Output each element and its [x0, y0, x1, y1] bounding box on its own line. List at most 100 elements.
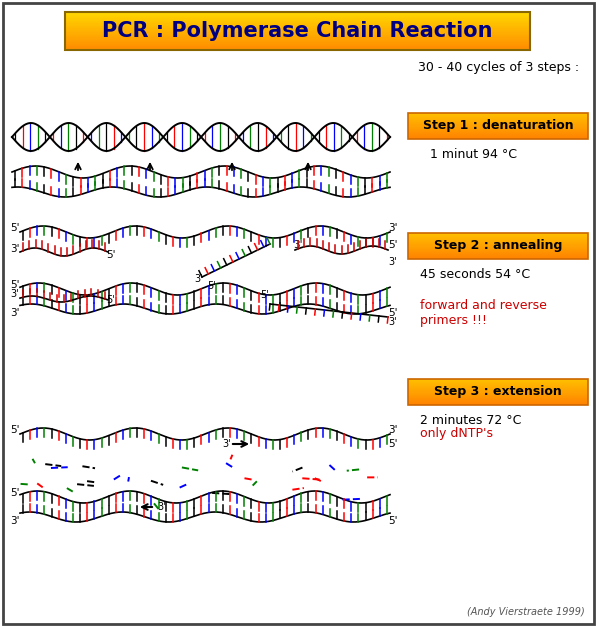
Bar: [65, 36, 530, 38]
Bar: [408, 130, 588, 132]
Text: PCR : Polymerase Chain Reaction: PCR : Polymerase Chain Reaction: [102, 21, 493, 41]
Text: 1 minut 94 °C: 1 minut 94 °C: [430, 149, 517, 162]
Bar: [408, 246, 588, 248]
Text: 3': 3': [293, 240, 303, 250]
Bar: [408, 233, 588, 234]
Bar: [408, 398, 588, 399]
Bar: [408, 258, 588, 259]
Bar: [408, 253, 588, 254]
Bar: [408, 379, 588, 380]
Text: 3': 3': [194, 274, 202, 284]
Text: 5': 5': [10, 425, 20, 435]
Text: Step 3 : extension: Step 3 : extension: [434, 386, 562, 399]
Bar: [408, 233, 588, 259]
Bar: [65, 35, 530, 36]
Bar: [408, 120, 588, 121]
Bar: [65, 43, 530, 44]
Bar: [408, 255, 588, 256]
Bar: [65, 48, 530, 49]
Bar: [408, 114, 588, 115]
Text: 5': 5': [106, 250, 115, 260]
Text: 30 - 40 cycles of 3 steps :: 30 - 40 cycles of 3 steps :: [418, 61, 579, 75]
Bar: [408, 399, 588, 400]
Bar: [408, 125, 588, 127]
Bar: [65, 33, 530, 35]
Bar: [65, 41, 530, 43]
Bar: [65, 38, 530, 39]
Bar: [408, 379, 588, 405]
Bar: [408, 250, 588, 251]
Bar: [408, 138, 588, 139]
Bar: [408, 117, 588, 119]
Bar: [408, 251, 588, 253]
Text: 45 seconds 54 °C: 45 seconds 54 °C: [420, 268, 530, 282]
Bar: [408, 127, 588, 129]
Bar: [408, 113, 588, 114]
Text: 3': 3': [388, 223, 398, 233]
Bar: [408, 386, 588, 387]
Bar: [408, 391, 588, 393]
Bar: [408, 134, 588, 135]
Text: 2 minutes 72 °C: 2 minutes 72 °C: [420, 413, 521, 426]
Bar: [408, 397, 588, 398]
Bar: [408, 381, 588, 382]
Bar: [65, 21, 530, 22]
Text: (Andy Vierstraete 1999): (Andy Vierstraete 1999): [467, 607, 585, 617]
Bar: [408, 245, 588, 246]
Bar: [408, 385, 588, 386]
Bar: [408, 116, 588, 117]
Bar: [65, 17, 530, 18]
Text: Step 1 : denaturation: Step 1 : denaturation: [423, 120, 573, 132]
Bar: [408, 122, 588, 124]
Bar: [408, 403, 588, 404]
Bar: [408, 380, 588, 381]
Bar: [408, 254, 588, 255]
Bar: [408, 388, 588, 389]
Bar: [408, 402, 588, 403]
Bar: [65, 49, 530, 50]
Bar: [408, 135, 588, 136]
Text: 5': 5': [388, 516, 398, 526]
Bar: [65, 16, 530, 17]
Bar: [408, 401, 588, 402]
Bar: [408, 235, 588, 236]
Bar: [408, 238, 588, 240]
Text: 5': 5': [388, 439, 398, 449]
Text: 3': 3': [10, 516, 20, 526]
Bar: [408, 382, 588, 383]
Bar: [408, 124, 588, 125]
Bar: [408, 129, 588, 130]
Bar: [408, 121, 588, 122]
Bar: [408, 241, 588, 243]
Text: 5': 5': [10, 488, 20, 498]
Bar: [408, 383, 588, 384]
Bar: [65, 23, 530, 24]
Bar: [408, 384, 588, 385]
Bar: [65, 29, 530, 31]
Text: 5': 5': [10, 280, 20, 290]
Text: 3': 3': [222, 439, 230, 449]
Bar: [408, 404, 588, 405]
Bar: [408, 113, 588, 139]
Bar: [65, 12, 530, 50]
Text: 5': 5': [10, 223, 20, 233]
Text: 5': 5': [388, 308, 398, 318]
Bar: [408, 248, 588, 250]
Bar: [408, 137, 588, 138]
Bar: [65, 40, 530, 41]
Bar: [65, 18, 530, 19]
Bar: [408, 243, 588, 245]
Text: 5': 5': [207, 281, 216, 291]
Text: 5': 5': [388, 240, 398, 250]
Bar: [408, 396, 588, 397]
Bar: [408, 240, 588, 241]
Bar: [65, 27, 530, 28]
Bar: [65, 22, 530, 23]
Bar: [65, 12, 530, 13]
Bar: [408, 133, 588, 134]
Bar: [65, 24, 530, 26]
Bar: [65, 28, 530, 29]
Text: only dNTP's: only dNTP's: [420, 428, 493, 441]
Text: 5': 5': [260, 290, 269, 300]
Bar: [65, 13, 530, 14]
